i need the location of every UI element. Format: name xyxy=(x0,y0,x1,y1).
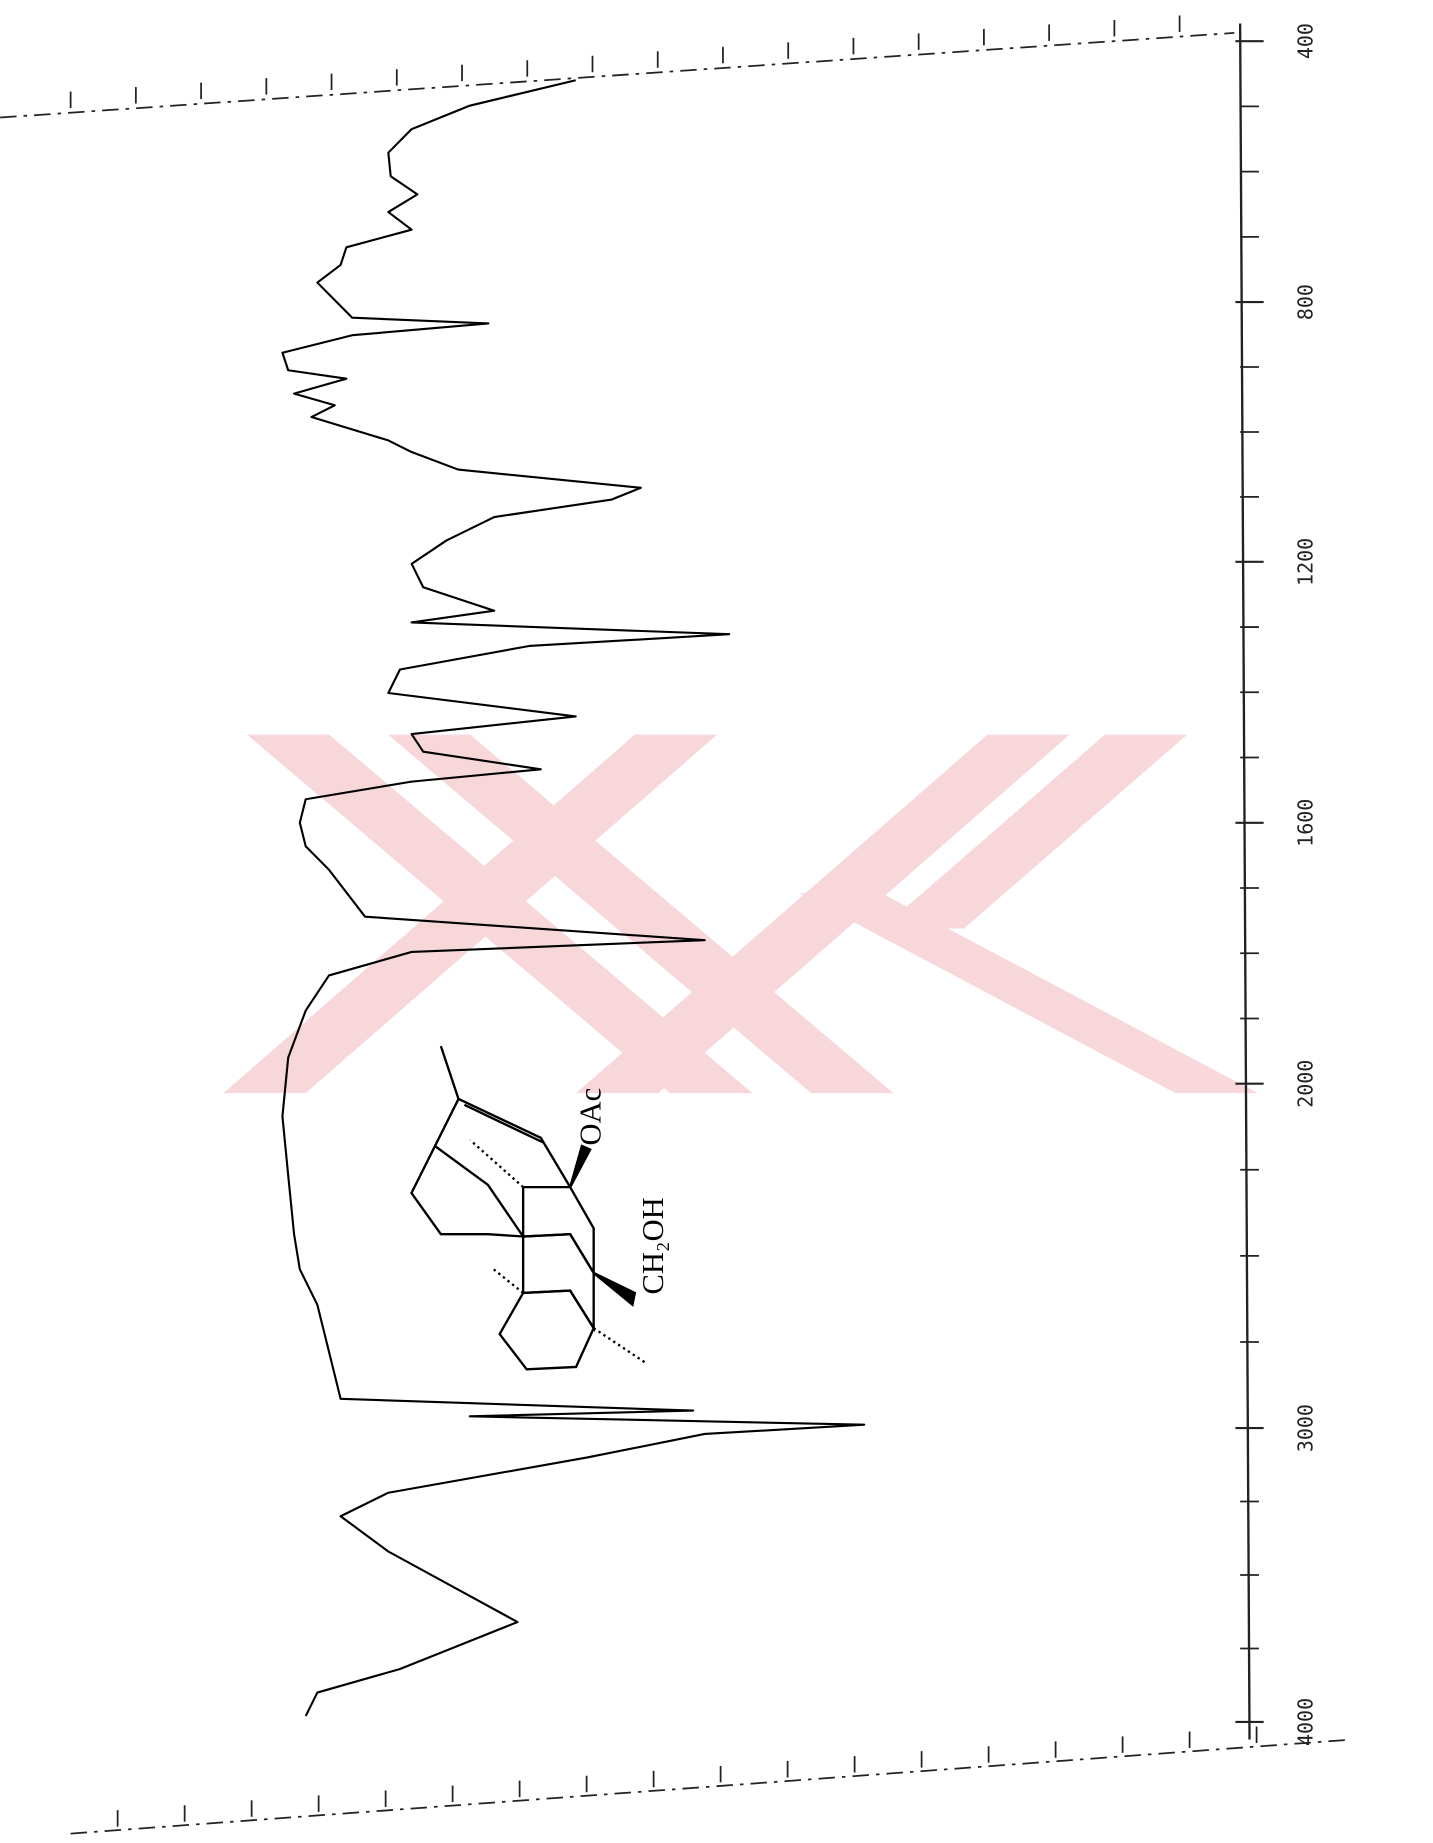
x-tick-label: 1200 xyxy=(1294,538,1318,586)
frame xyxy=(0,32,1352,1835)
spectrum-line xyxy=(281,79,866,1717)
x-tick-label: 4000 xyxy=(1294,1698,1318,1746)
annotation: OAc xyxy=(574,1088,608,1146)
annotation: CH₂OH xyxy=(636,1197,670,1294)
edge-ticks xyxy=(69,15,1258,1827)
x-tick-label: 1600 xyxy=(1294,799,1318,847)
x-tick-label: 2000 xyxy=(1294,1060,1318,1108)
x-tick-label: 3000 xyxy=(1294,1404,1318,1452)
x-tick-label: 800 xyxy=(1294,284,1318,320)
structure xyxy=(410,1045,648,1371)
x-axis xyxy=(1238,23,1251,1740)
watermark xyxy=(223,734,1258,1094)
x-tick-label: 400 xyxy=(1294,23,1318,59)
